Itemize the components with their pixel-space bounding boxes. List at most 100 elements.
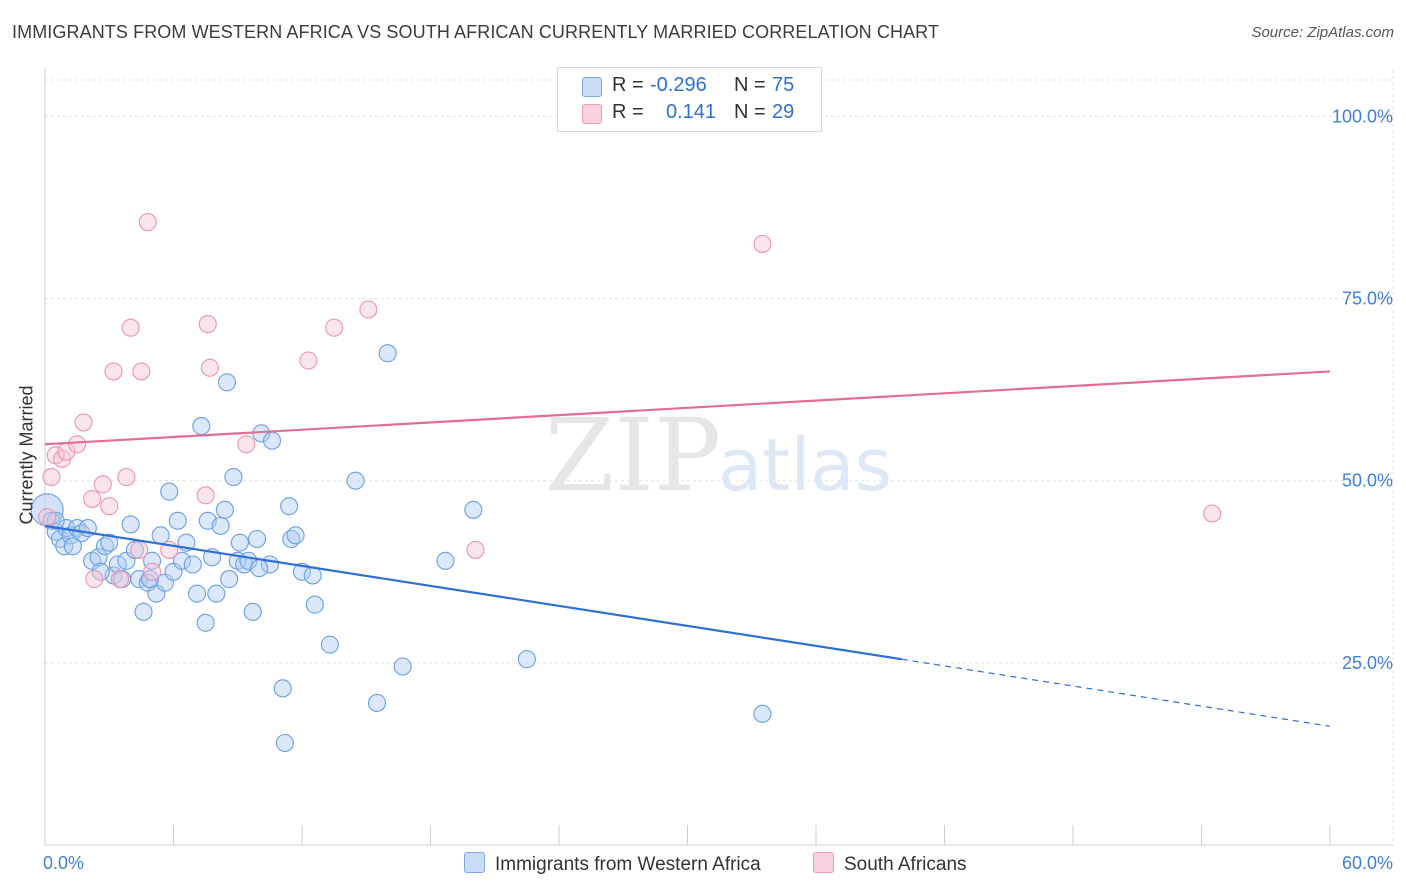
point-south-african (68, 435, 87, 454)
point-south-african (110, 570, 130, 589)
chart-title: IMMIGRANTS FROM WESTERN AFRICA VS SOUTH … (12, 22, 940, 42)
legend-r-value: 0.141 (666, 101, 717, 123)
point-western-africa (753, 704, 772, 723)
series-name-blue: Immigrants from Western Africa (495, 854, 761, 875)
series-legend-blue: Immigrants from Western Africa (464, 852, 761, 876)
trend-line-western-africa-extension (901, 658, 1331, 727)
y-tick-label: 100.0% (1332, 106, 1393, 126)
legend-r-label: R = (612, 101, 644, 123)
stats-legend: R = -0.296 N = 75 R = 0.141 N = 29 (557, 67, 822, 132)
axes (44, 68, 1393, 846)
point-western-africa (217, 373, 237, 392)
point-western-africa (134, 602, 153, 621)
point-south-african (143, 562, 162, 581)
point-western-africa (464, 500, 483, 519)
point-western-africa (517, 650, 536, 669)
point-western-africa (188, 584, 207, 603)
point-western-africa (224, 468, 243, 487)
point-western-africa (243, 602, 262, 621)
point-western-africa (273, 679, 292, 698)
point-western-africa (207, 584, 226, 603)
point-south-african (466, 540, 485, 559)
point-western-africa (143, 551, 162, 570)
x-tick-label: 60.0% (1342, 853, 1393, 873)
trend-lines (44, 370, 1331, 727)
point-western-africa (230, 533, 249, 552)
source-label: Source: ZipAtlas.com (1251, 24, 1394, 41)
point-western-africa (211, 516, 230, 535)
tick-labels: 25.0% 50.0% 75.0% 100.0% 0.0% 60.0% (43, 106, 1393, 873)
point-western-africa (275, 733, 294, 753)
point-western-africa (215, 500, 234, 519)
y-tick-label: 75.0% (1342, 289, 1393, 309)
legend-n-value: 75 (772, 74, 795, 96)
legend-r-label: R = (612, 74, 644, 96)
point-south-african (117, 468, 136, 487)
point-south-african (359, 300, 378, 319)
point-south-african (325, 318, 344, 337)
watermark: ZIP atlas (545, 397, 892, 514)
point-western-africa (220, 570, 239, 589)
point-western-africa (192, 417, 211, 436)
watermark-atlas: atlas (718, 423, 892, 507)
point-western-africa (121, 515, 140, 534)
point-western-africa (367, 693, 387, 712)
point-south-african (83, 489, 102, 508)
point-western-africa (160, 482, 179, 501)
point-south-african (104, 362, 123, 381)
point-western-africa (320, 635, 339, 654)
point-western-africa (305, 595, 324, 614)
point-south-african (85, 570, 104, 589)
point-south-african (237, 435, 256, 454)
point-western-africa (436, 551, 455, 570)
point-south-african (200, 358, 219, 377)
point-western-africa (346, 471, 365, 490)
watermark-zip: ZIP (545, 397, 721, 514)
point-south-african (42, 468, 61, 487)
point-south-african (93, 475, 112, 494)
x-tick-label: 0.0% (43, 853, 84, 873)
legend-n-value: 29 (772, 101, 795, 123)
point-western-africa (286, 526, 305, 545)
point-south-african (132, 362, 151, 381)
legend-n-label: N = (734, 74, 766, 96)
point-south-african (38, 508, 57, 527)
point-western-africa (173, 551, 192, 570)
point-south-african (198, 315, 217, 334)
point-south-african (753, 234, 772, 253)
point-western-africa (168, 511, 187, 530)
y-axis-label: Currently Married (16, 385, 37, 525)
point-south-african (299, 351, 318, 370)
legend-n-label: N = (734, 101, 766, 123)
legend-swatch-blue (582, 77, 602, 97)
point-western-africa (262, 431, 282, 450)
point-western-africa (100, 533, 119, 552)
series-legend-pink: South Africans (813, 852, 967, 876)
legend-swatch-pink (582, 104, 602, 124)
point-western-africa (89, 548, 108, 567)
point-western-africa (196, 613, 215, 632)
trend-line-south-african (44, 370, 1331, 446)
point-western-africa (378, 344, 397, 363)
y-tick-label: 25.0% (1342, 653, 1393, 673)
point-western-africa (125, 540, 144, 559)
point-western-africa (247, 529, 267, 549)
legend-r-value: -0.296 (650, 74, 707, 96)
point-south-african (1203, 504, 1222, 523)
point-western-africa (63, 537, 82, 556)
trend-line-western-africa (44, 524, 902, 661)
point-south-african (121, 318, 140, 337)
point-western-africa (280, 497, 299, 516)
point-south-african (74, 413, 93, 432)
point-south-african (138, 213, 157, 232)
point-south-african (196, 486, 215, 505)
point-south-african (100, 497, 119, 516)
series-swatch-pink (813, 852, 834, 873)
point-western-africa (250, 559, 269, 578)
point-western-africa (393, 657, 412, 676)
series-swatch-blue (464, 852, 485, 873)
point-south-african (130, 540, 149, 559)
point-western-africa (91, 562, 110, 581)
point-western-africa (140, 570, 159, 589)
